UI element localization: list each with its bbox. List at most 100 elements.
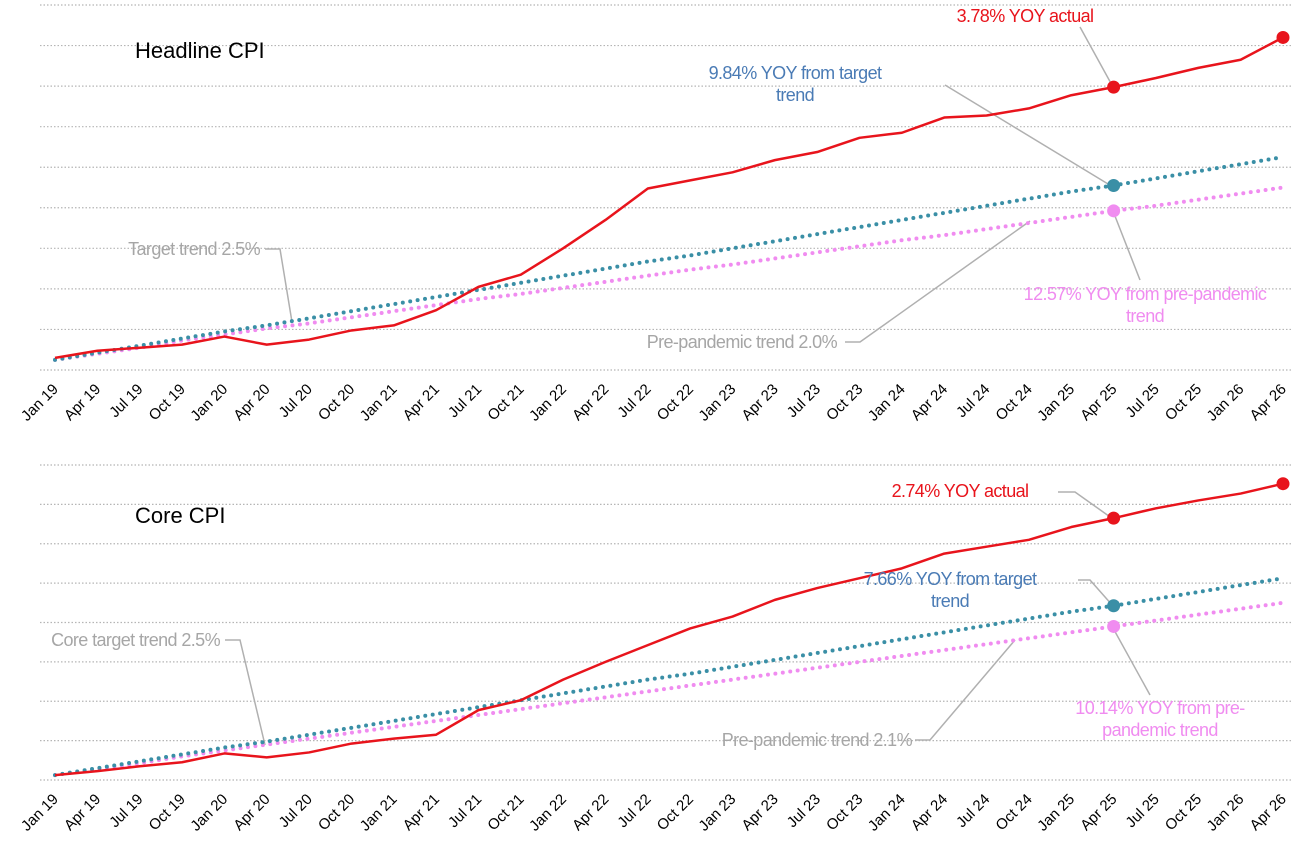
x-tick-label: Apr 25 — [1077, 381, 1120, 424]
x-tick-label: Jul 20 — [276, 381, 316, 421]
x-tick-label: Jul 25 — [1122, 791, 1162, 831]
x-tick-label: Apr 20 — [230, 791, 273, 834]
x-tick-label: Apr 24 — [908, 381, 951, 424]
annotation-box: Pre-pandemic trend 2.1% — [721, 730, 912, 750]
x-tick-label: Jul 19 — [106, 381, 146, 421]
x-tick-label: Jul 21 — [445, 791, 485, 831]
series-line — [53, 600, 1285, 778]
point-marker — [1107, 80, 1121, 94]
x-tick-label: Jan 26 — [1204, 791, 1248, 835]
x-tick-label: Jan 21 — [357, 381, 401, 425]
x-tick-label: Apr 24 — [908, 791, 951, 834]
x-tick-label: Oct 19 — [146, 791, 189, 834]
x-tick-label: Apr 26 — [1247, 791, 1290, 834]
x-tick-label: Jul 25 — [1122, 381, 1162, 421]
x-tick-label: Jul 21 — [445, 381, 485, 421]
annotation: Pre-pandemic trend 2.1% — [721, 730, 912, 750]
series-line — [53, 155, 1285, 362]
x-tick-label: Oct 20 — [315, 791, 358, 834]
annotation-box: Target trend 2.5% — [128, 239, 260, 259]
x-tick-label: Jul 24 — [953, 381, 993, 421]
x-tick-label: Apr 26 — [1247, 381, 1290, 424]
x-tick-label: Apr 22 — [569, 381, 612, 424]
x-tick-label: Apr 19 — [61, 791, 104, 834]
annotation-box: 10.14% YOY from pre-pandemic trend — [1075, 698, 1245, 740]
x-tick-label: Oct 24 — [992, 791, 1035, 834]
point-marker — [1107, 511, 1121, 525]
leader-line — [1112, 210, 1141, 281]
series-line — [53, 576, 1285, 778]
x-tick-label: Apr 19 — [61, 381, 104, 424]
x-tick-label: Apr 25 — [1077, 791, 1120, 834]
x-tick-label: Jan 26 — [1204, 381, 1248, 425]
x-tick-label: Oct 23 — [823, 381, 866, 424]
annotation: 9.84% YOY from target trend — [708, 63, 882, 105]
x-tick-label: Apr 23 — [738, 791, 781, 834]
point-marker — [1276, 477, 1290, 491]
x-tick-label: Oct 20 — [315, 381, 358, 424]
x-tick-label: Jan 23 — [695, 791, 739, 835]
leader-line — [1058, 491, 1114, 520]
x-tick-label: Apr 20 — [230, 381, 273, 424]
annotation: Core target trend 2.5% — [51, 630, 220, 650]
annotation-box: 12.57% YOY from pre-pandemic trend — [1023, 284, 1267, 326]
point-marker — [1107, 178, 1121, 192]
leader-line — [265, 248, 293, 323]
point-marker — [1107, 599, 1121, 613]
point-marker — [1107, 204, 1121, 218]
leader-line — [915, 639, 1016, 741]
leader-line — [944, 84, 1114, 188]
x-tick-label: Oct 24 — [992, 381, 1035, 424]
x-tick-label: Oct 22 — [654, 791, 697, 834]
x-tick-label: Apr 21 — [400, 791, 443, 834]
x-tick-label: Jan 24 — [865, 381, 909, 425]
leader-line — [1079, 26, 1114, 88]
annotation: Target trend 2.5% — [128, 239, 260, 259]
x-tick-label: Apr 23 — [738, 381, 781, 424]
x-tick-label: Oct 21 — [484, 381, 527, 424]
annotation: 12.57% YOY from pre-pandemic trend — [1023, 284, 1267, 326]
point-marker — [1276, 30, 1290, 44]
x-tick-label: Jul 22 — [614, 381, 654, 421]
x-tick-label: Jan 23 — [695, 381, 739, 425]
x-tick-label: Oct 23 — [823, 791, 866, 834]
x-tick-label: Jan 25 — [1034, 381, 1078, 425]
x-tick-label: Oct 19 — [146, 381, 189, 424]
annotation-box: Pre-pandemic trend 2.0% — [646, 332, 837, 352]
annotation: Pre-pandemic trend 2.0% — [646, 332, 837, 352]
x-tick-label: Apr 22 — [569, 791, 612, 834]
x-tick-label: Oct 25 — [1162, 381, 1205, 424]
x-tick-label: Jul 23 — [784, 791, 824, 831]
annotation: 7.66% YOY from target trend — [863, 569, 1037, 611]
x-tick-label: Jan 24 — [865, 791, 909, 835]
x-tick-label: Jul 20 — [276, 791, 316, 831]
series-line — [53, 185, 1285, 362]
leader-line — [845, 220, 1031, 343]
chart-title: Core CPI — [135, 503, 225, 528]
leader-line — [1112, 627, 1151, 696]
annotation: 2.74% YOY actual — [891, 481, 1029, 501]
series-line — [54, 482, 1284, 777]
annotation-box: 7.66% YOY from target trend — [863, 569, 1037, 611]
x-tick-label: Jan 20 — [187, 791, 231, 835]
annotation-box: 2.74% YOY actual — [891, 481, 1029, 501]
x-tick-label: Jan 25 — [1034, 791, 1078, 835]
x-tick-label: Oct 22 — [654, 381, 697, 424]
annotation: 3.78% YOY actual — [956, 6, 1094, 26]
x-tick-label: Jul 23 — [784, 381, 824, 421]
annotation-box: Core target trend 2.5% — [51, 630, 220, 650]
chart-title: Headline CPI — [135, 38, 265, 63]
x-tick-label: Jul 19 — [106, 791, 146, 831]
x-tick-label: Jan 22 — [526, 791, 570, 835]
x-tick-label: Apr 21 — [400, 381, 443, 424]
x-tick-label: Jul 24 — [953, 791, 993, 831]
leader-line — [1078, 579, 1114, 607]
x-tick-label: Jul 22 — [614, 791, 654, 831]
x-tick-label: Jan 20 — [187, 381, 231, 425]
leader-line — [225, 639, 266, 746]
x-tick-label: Jan 19 — [18, 791, 62, 835]
x-tick-label: Jan 22 — [526, 381, 570, 425]
annotation: 10.14% YOY from pre-pandemic trend — [1075, 698, 1245, 740]
